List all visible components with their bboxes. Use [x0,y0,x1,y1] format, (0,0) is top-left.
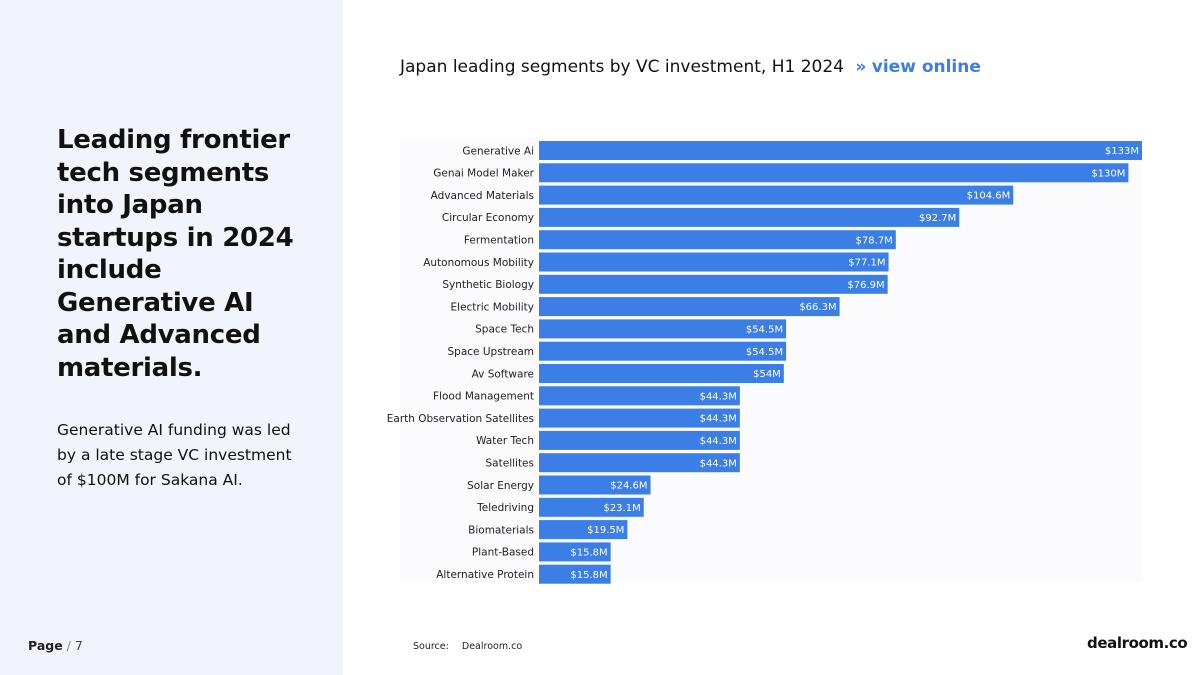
category-label: Alternative Protein [436,569,534,581]
bar [539,475,651,495]
category-label: Fermentation [464,235,534,247]
bar [539,341,787,361]
category-label: Genai Model Maker [433,168,534,180]
category-label: Advanced Materials [431,190,534,202]
view-online-link[interactable]: view online [871,57,981,77]
source-value: Dealroom.co [461,641,523,652]
dealroom-logo: dealroom.co [1087,634,1188,652]
bar [539,319,787,339]
bar [539,408,740,428]
value-label: $54M [753,369,781,380]
value-label: $76.9M [847,280,884,291]
bar [539,542,611,562]
bar [539,564,611,584]
bar [539,497,644,517]
bar [539,453,740,473]
category-label: Plant-Based [472,547,534,559]
bar [539,364,784,383]
category-label: Water Tech [476,435,534,447]
bar [539,297,840,317]
value-label: $66.3M [799,302,836,313]
category-label: Av Software [472,368,534,380]
value-label: $130M [1091,168,1125,179]
headline: Leading frontier tech segments into Japa… [57,125,294,383]
category-label: Satellites [486,458,534,470]
source-label: Source: [413,641,449,652]
page-indicator: Page / 7 [28,638,83,653]
value-label: $54.5M [746,325,783,336]
bars-group: Generative Ai $133M Genai Model Maker $130M… [387,141,1142,584]
double-chevron-right-icon: » [855,57,867,77]
value-label: $44.3M [700,414,737,425]
category-label: Generative Ai [462,145,534,157]
page-word: Page [28,638,63,653]
bar [539,274,888,294]
category-label: Space Tech [475,324,534,336]
bar [539,230,896,250]
value-label: $54.5M [746,347,783,358]
value-label: $23.1M [603,503,640,514]
category-label: Teledriving [476,502,534,514]
value-label: $44.3M [700,458,737,469]
value-label: $15.8M [570,548,607,559]
category-label: Space Upstream [448,346,534,358]
bar [539,141,1142,160]
bar [539,185,1014,205]
value-label: $133M [1105,146,1139,157]
category-label: Electric Mobility [451,301,534,313]
category-label: Flood Management [433,391,534,403]
source-note: Source: Dealroom.co [413,641,522,652]
bar [539,430,740,450]
bar [539,252,889,272]
value-label: $15.8M [570,570,607,581]
value-label: $44.3M [700,436,737,447]
value-label: $24.6M [610,481,647,492]
value-label: $78.7M [856,235,893,246]
category-label: Synthetic Biology [442,279,534,291]
bar [539,163,1129,183]
category-label: Autonomous Mobility [423,257,534,269]
page-separator: / [66,638,71,653]
page-number: 7 [74,638,83,653]
category-label: Solar Energy [467,480,534,492]
chart-title: Japan leading segments by VC investment,… [400,57,844,77]
bar [539,207,960,227]
left-panel: Leading frontier tech segments into Japa… [0,0,343,675]
chart-title-row: Japan leading segments by VC investment,… [400,57,981,77]
value-label: $92.7M [919,213,956,224]
bar [539,386,740,406]
value-label: $19.5M [587,525,624,536]
bar [539,520,628,540]
category-label: Earth Observation Satellites [387,413,534,425]
category-label: Biomaterials [468,524,534,536]
category-label: Circular Economy [442,212,534,224]
value-label: $77.1M [848,258,885,269]
value-label: $44.3M [700,391,737,402]
subtext: Generative AI funding was led by a late … [57,421,292,489]
value-label: $104.6M [967,191,1011,202]
